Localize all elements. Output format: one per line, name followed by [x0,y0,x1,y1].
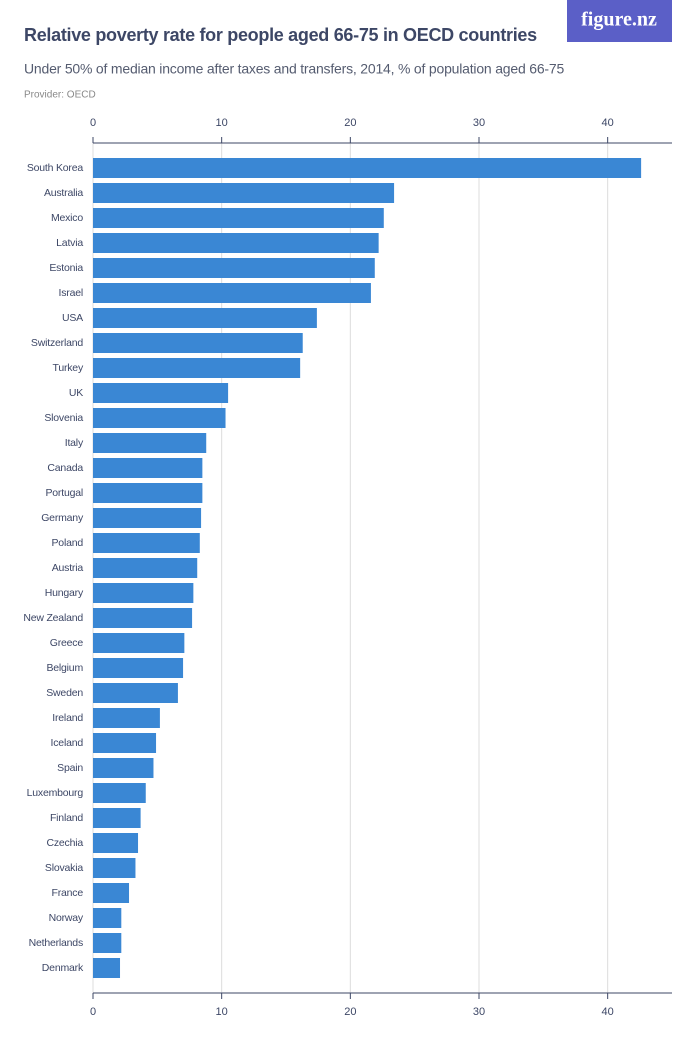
y-tick-label: Slovenia [44,412,83,424]
bar [93,758,154,778]
bar [93,833,139,853]
bar [93,358,301,378]
x-tick-label: 30 [473,1006,485,1018]
y-tick-label: South Korea [27,162,84,174]
bar [93,783,146,803]
bar [93,508,202,528]
y-tick-label: Belgium [46,662,83,674]
bar [93,233,379,253]
provider: Provider: OECD [24,90,96,101]
y-tick-label: UK [69,387,83,399]
bar [93,708,160,728]
x-tick-label: 40 [602,1006,614,1018]
logo: figure.nz [581,9,657,31]
x-tick-label: 20 [344,117,356,129]
x-tick-label: 0 [90,117,96,129]
y-tick-label: Ireland [52,712,83,724]
y-tick-label: Mexico [51,212,83,224]
y-tick-label: Poland [52,537,84,549]
bar [93,183,395,203]
x-tick-label: 10 [216,117,228,129]
bar [93,908,122,928]
y-tick-label: Portugal [45,487,83,499]
bar [93,683,178,703]
y-tick-label: Germany [41,512,84,524]
y-tick-label: Hungary [45,587,84,599]
bar [93,208,384,228]
y-tick-label: France [52,887,84,899]
y-tick-label: Finland [50,812,83,824]
bar [93,883,130,903]
bar [93,408,226,428]
bar [93,283,371,303]
logo-box [567,0,672,42]
bar [93,433,207,453]
y-tick-label: Greece [50,637,84,649]
bar [93,733,157,753]
bar [93,808,141,828]
y-tick-label: Luxembourg [27,787,84,799]
x-tick-label: 10 [216,1006,228,1018]
y-tick-label: Spain [57,762,83,774]
y-tick-label: Latvia [56,237,83,249]
chart-title: Relative poverty rate for people aged 66… [24,25,537,45]
bar [93,483,203,503]
y-tick-label: Czechia [46,837,83,849]
chart-subtitle: Under 50% of median income after taxes a… [24,61,564,77]
x-tick-label: 30 [473,117,485,129]
y-tick-label: Italy [65,437,84,449]
y-tick-label: Israel [59,287,83,299]
bar [93,333,303,353]
y-tick-label: Netherlands [29,937,83,949]
y-tick-label: Canada [47,462,83,474]
x-tick-label: 40 [602,117,614,129]
bar [93,933,122,953]
y-tick-label: Iceland [51,737,84,749]
bar [93,458,203,478]
bar [93,658,184,678]
bar [93,308,317,328]
y-tick-label: Slovakia [45,862,83,874]
bar [93,383,229,403]
bar [93,858,136,878]
y-tick-label: Norway [49,912,84,924]
y-tick-label: Estonia [49,262,83,274]
bar [93,608,193,628]
y-tick-label: Switzerland [31,337,83,349]
bar [93,558,198,578]
y-tick-label: Australia [44,187,83,199]
bar [93,583,194,603]
x-tick-label: 0 [90,1006,96,1018]
y-tick-label: Denmark [42,962,84,974]
bar [93,958,121,978]
bar [93,633,185,653]
y-tick-label: Austria [52,562,84,574]
y-tick-label: USA [62,312,83,324]
bar [93,533,200,553]
bar [93,158,642,178]
x-tick-label: 20 [344,1006,356,1018]
y-tick-label: New Zealand [23,612,83,624]
y-tick-label: Turkey [53,362,84,374]
y-tick-label: Sweden [46,687,83,699]
bar [93,258,375,278]
